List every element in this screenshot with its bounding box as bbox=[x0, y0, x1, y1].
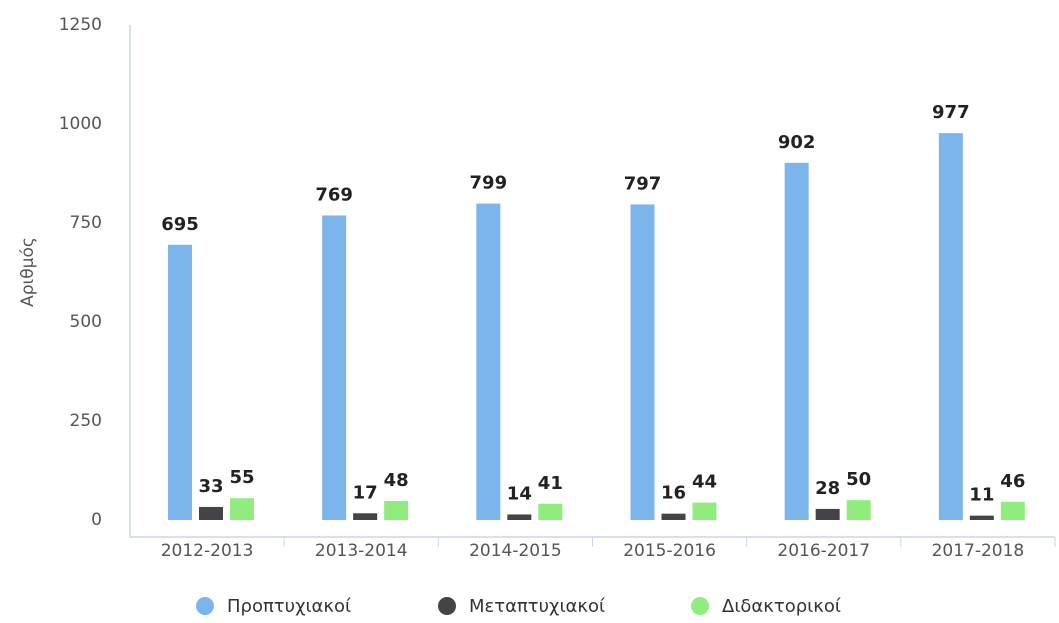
y-tick-label: 250 bbox=[70, 411, 102, 431]
legend-marker bbox=[438, 597, 456, 615]
x-tick-label: 2012-2013 bbox=[161, 541, 254, 561]
legend-label: Προπτυχιακοί bbox=[227, 596, 351, 617]
data-label: 44 bbox=[692, 472, 717, 493]
data-label: 16 bbox=[661, 483, 686, 504]
data-label: 17 bbox=[353, 482, 378, 503]
data-label: 11 bbox=[969, 485, 994, 506]
data-label: 55 bbox=[229, 467, 254, 488]
data-label: 695 bbox=[161, 214, 199, 235]
bar bbox=[969, 515, 994, 520]
legend-label: Μεταπτυχιακοί bbox=[469, 596, 605, 617]
bar bbox=[322, 215, 347, 520]
data-label: 14 bbox=[507, 483, 532, 504]
bar bbox=[199, 506, 223, 520]
bar bbox=[815, 508, 840, 520]
y-axis-title: Αριθμός bbox=[18, 237, 38, 307]
y-tick-label: 750 bbox=[70, 213, 102, 233]
bar bbox=[507, 514, 532, 520]
bar bbox=[538, 503, 563, 520]
data-label: 799 bbox=[470, 173, 508, 194]
bar bbox=[846, 500, 871, 520]
bar bbox=[384, 500, 409, 520]
legend-marker bbox=[691, 597, 709, 615]
bar bbox=[168, 244, 192, 520]
x-tick-label: 2017-2018 bbox=[932, 541, 1025, 561]
x-tick-label: 2013-2014 bbox=[315, 541, 408, 561]
bar bbox=[938, 133, 963, 520]
bar bbox=[784, 162, 809, 521]
legend-marker bbox=[196, 597, 214, 615]
bar bbox=[692, 502, 717, 520]
x-tick-label: 2016-2017 bbox=[777, 541, 870, 561]
data-label: 50 bbox=[846, 469, 871, 490]
data-label: 28 bbox=[815, 478, 840, 499]
bar bbox=[476, 203, 501, 520]
data-label: 902 bbox=[778, 132, 816, 153]
bar bbox=[661, 513, 686, 520]
y-tick-label: 1000 bbox=[59, 114, 102, 134]
data-label: 33 bbox=[198, 476, 223, 497]
bar bbox=[353, 513, 378, 520]
data-label: 977 bbox=[932, 102, 970, 123]
legend-label: Διδακτορικοί bbox=[722, 596, 841, 617]
data-label: 48 bbox=[384, 470, 409, 491]
bar bbox=[230, 498, 254, 520]
y-tick-label: 500 bbox=[70, 312, 102, 332]
data-label: 769 bbox=[315, 184, 353, 205]
x-tick-label: 2014-2015 bbox=[469, 541, 562, 561]
bar bbox=[1000, 501, 1025, 520]
x-tick-label: 2015-2016 bbox=[623, 541, 716, 561]
data-label: 46 bbox=[1000, 471, 1025, 492]
y-tick-label: 0 bbox=[91, 510, 102, 530]
y-tick-label: 1250 bbox=[59, 15, 102, 35]
bar bbox=[630, 204, 655, 520]
data-label: 41 bbox=[538, 473, 563, 494]
data-label: 797 bbox=[624, 173, 662, 194]
